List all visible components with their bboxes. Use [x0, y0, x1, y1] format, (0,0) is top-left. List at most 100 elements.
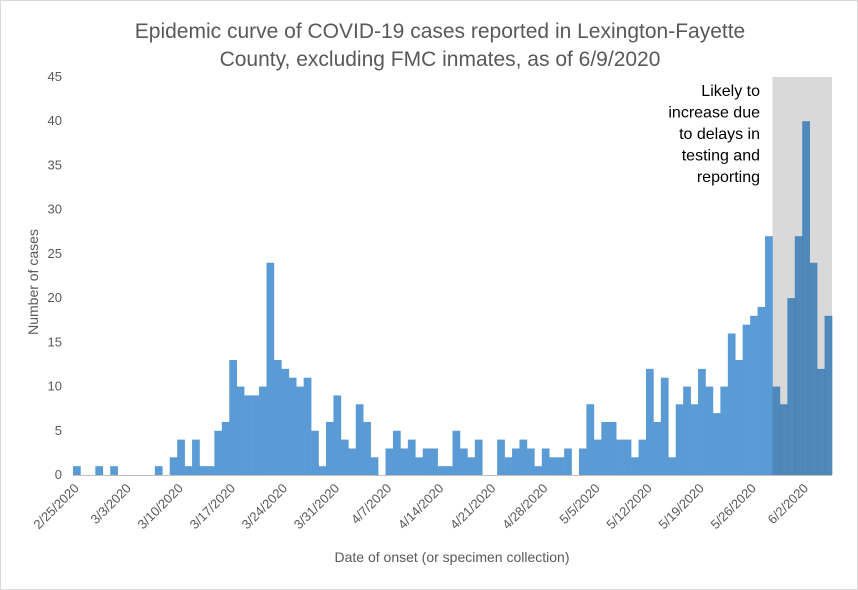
- bar: [288, 377, 297, 475]
- bar: [407, 439, 416, 475]
- bar: [370, 457, 379, 475]
- bar: [400, 448, 409, 475]
- bar: [526, 448, 535, 475]
- bar: [586, 404, 595, 475]
- bar: [727, 333, 736, 475]
- y-tick-label: 5: [55, 423, 62, 438]
- bar: [660, 377, 669, 475]
- bar: [675, 404, 684, 475]
- bar: [259, 386, 267, 475]
- bar: [154, 466, 163, 475]
- bar: [712, 413, 721, 475]
- bar: [467, 457, 476, 475]
- bar: [616, 439, 624, 475]
- x-tick-label: 3/10/2020: [135, 481, 187, 533]
- bar: [705, 386, 714, 475]
- bar: [631, 457, 639, 475]
- bar: [73, 466, 81, 475]
- bar: [497, 439, 505, 475]
- x-tick-label: 4/7/2020: [348, 481, 394, 527]
- bar: [169, 457, 178, 475]
- x-tick-label: 4/14/2020: [395, 481, 447, 533]
- bar: [214, 430, 223, 475]
- bar-shade-overlay: [824, 315, 833, 475]
- bar: [757, 306, 766, 475]
- annotation-line: testing and: [682, 148, 760, 165]
- bar: [787, 298, 796, 475]
- bar: [422, 448, 431, 475]
- bar: [110, 466, 118, 475]
- bar: [355, 404, 364, 475]
- bar-shade-overlay: [772, 386, 781, 475]
- bar: [340, 439, 349, 475]
- bar: [206, 466, 215, 475]
- chart-title-line-1: Epidemic curve of COVID-19 cases reporte…: [134, 20, 746, 43]
- chart-title: Epidemic curve of COVID-19 cases reporte…: [60, 18, 820, 74]
- bar: [534, 466, 543, 475]
- bar: [601, 421, 610, 475]
- x-tick-label: 2/25/2020: [30, 481, 82, 533]
- x-tick-label: 4/21/2020: [447, 481, 499, 533]
- y-tick-label: 45: [48, 69, 62, 84]
- x-tick-label: 5/12/2020: [603, 481, 655, 533]
- bar: [221, 421, 230, 475]
- bar: [541, 448, 550, 475]
- bar: [608, 421, 617, 475]
- bar: [735, 360, 744, 475]
- bar: [363, 421, 371, 475]
- y-tick-label: 0: [55, 467, 62, 482]
- y-tick-label: 15: [48, 334, 62, 349]
- bar-shade-overlay: [817, 368, 825, 475]
- annotation-line: Likely to: [701, 83, 760, 100]
- bar: [549, 457, 557, 475]
- y-tick-label: 30: [48, 202, 62, 217]
- bar: [750, 315, 758, 475]
- bar: [244, 395, 252, 475]
- bar-shade-overlay: [779, 404, 788, 475]
- bar-shade-overlay: [794, 236, 803, 475]
- bar: [273, 360, 282, 475]
- bar: [474, 439, 483, 475]
- annotation-line: increase due: [668, 105, 760, 122]
- bar: [556, 457, 565, 475]
- bar: [690, 404, 699, 475]
- bar: [177, 439, 185, 475]
- bar-shade-overlay: [787, 298, 796, 475]
- y-axis-label: Number of cases: [25, 229, 41, 335]
- bar: [668, 457, 677, 475]
- bar: [638, 439, 647, 475]
- bar: [512, 448, 520, 475]
- bar: [720, 386, 729, 475]
- bar: [772, 386, 781, 475]
- y-tick-label: 10: [48, 379, 62, 394]
- bar: [333, 395, 342, 475]
- bar: [564, 448, 572, 475]
- bar: [452, 430, 461, 475]
- bar: [415, 457, 424, 475]
- bar: [430, 448, 438, 475]
- bar: [683, 386, 691, 475]
- bar: [296, 386, 304, 475]
- x-tick-label: 3/3/2020: [88, 481, 134, 527]
- x-tick-label: 3/24/2020: [239, 481, 291, 533]
- bar: [802, 121, 810, 475]
- bar: [318, 466, 327, 475]
- x-tick-label: 3/31/2020: [291, 481, 343, 533]
- x-tick-label: 6/2/2020: [765, 481, 811, 527]
- bar: [199, 466, 208, 475]
- bar-shade-overlay: [802, 121, 810, 475]
- bar-shade-overlay: [809, 262, 818, 475]
- bar: [593, 439, 602, 475]
- bar: [579, 448, 587, 475]
- bar: [809, 262, 818, 475]
- bar: [817, 368, 825, 475]
- bar: [459, 448, 468, 475]
- bar: [385, 448, 394, 475]
- bar: [653, 421, 662, 475]
- bar: [281, 368, 290, 475]
- bar: [742, 324, 751, 475]
- bar: [504, 457, 513, 475]
- x-tick-label: 5/19/2020: [655, 481, 707, 533]
- y-tick-label: 25: [48, 246, 62, 261]
